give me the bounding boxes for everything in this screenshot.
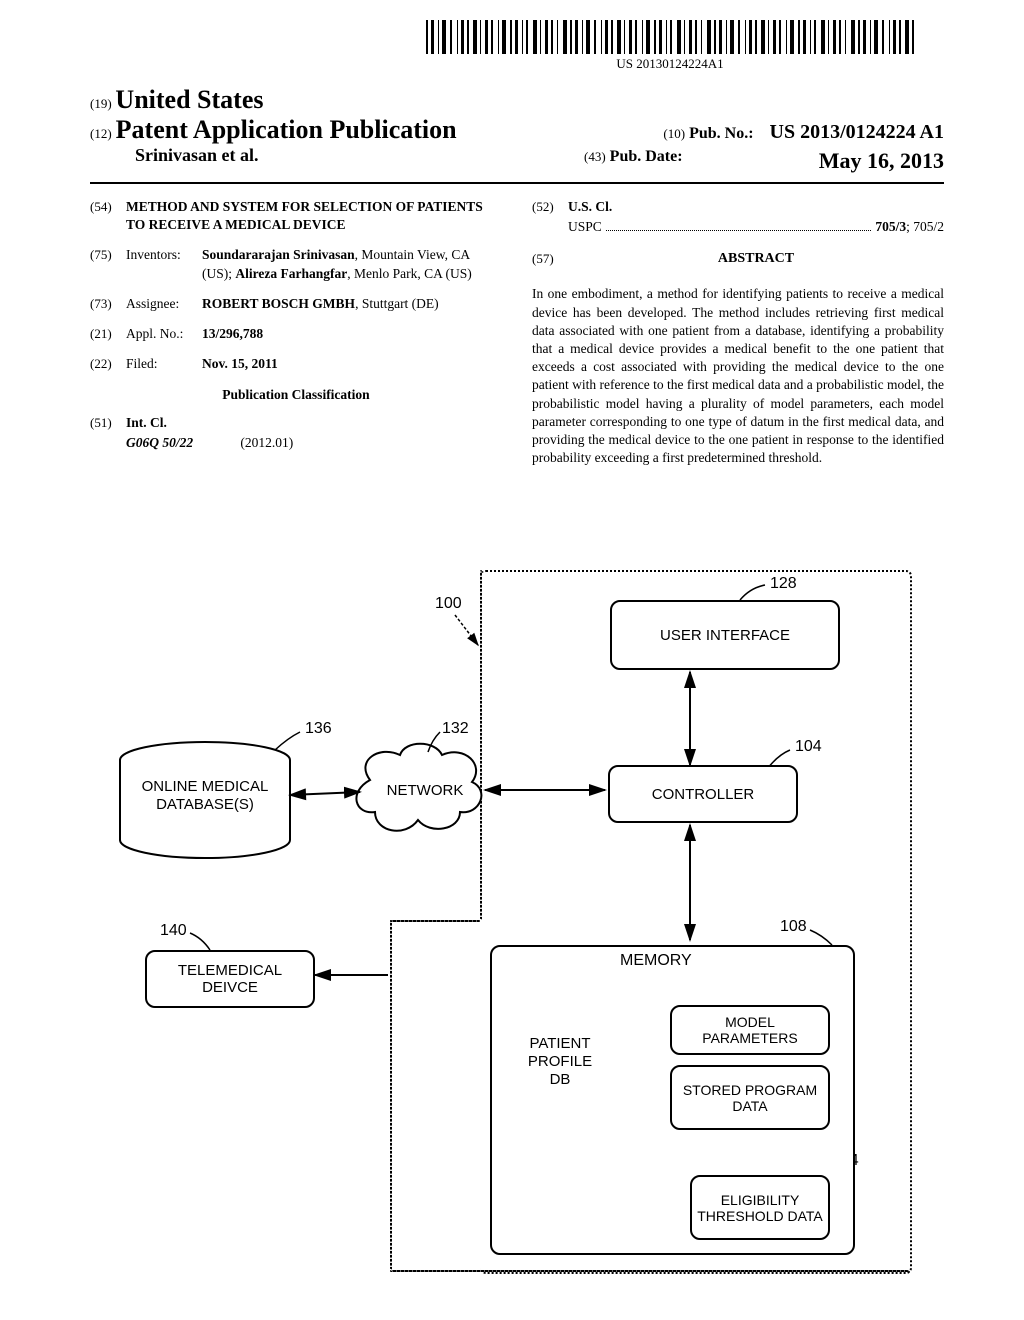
eligibility-label: ELIGIBILITY THRESHOLD DATA xyxy=(696,1192,824,1224)
inventor-2-loc: , Menlo Park, CA (US) xyxy=(347,266,472,281)
divider-line xyxy=(90,182,944,184)
field-num-43: (43) xyxy=(584,149,606,164)
field-num-51: (51) xyxy=(90,414,126,432)
barcode-graphic xyxy=(426,20,914,54)
appl-no-label: Appl. No.: xyxy=(126,325,202,343)
uspc-dots xyxy=(606,230,872,231)
ref-140: 140 xyxy=(160,922,187,940)
field-num-22: (22) xyxy=(90,355,126,373)
stored-prog-label: STORED PROGRAM DATA xyxy=(676,1082,824,1114)
pub-date-label: Pub. Date: xyxy=(610,148,683,165)
online-db-text: ONLINE MEDICAL DATABASE(S) xyxy=(142,778,269,813)
eligibility-box: ELIGIBILITY THRESHOLD DATA xyxy=(690,1175,830,1240)
field-num-10: (10) xyxy=(663,126,685,141)
field-num-19: (19) xyxy=(90,96,112,111)
inventors-label: Inventors: xyxy=(126,246,202,282)
uscl-label: U.S. Cl. xyxy=(568,199,612,214)
pub-class-heading: Publication Classification xyxy=(90,386,502,404)
network-label: NETWORK xyxy=(385,782,465,799)
model-params-label: MODEL PARAMETERS xyxy=(676,1014,824,1046)
telemedical-label: TELEMEDICAL DEIVCE xyxy=(151,962,309,996)
network-text: NETWORK xyxy=(387,782,464,799)
patient-db-label: PATIENT PROFILE DB xyxy=(522,1035,598,1089)
field-num-12: (12) xyxy=(90,126,112,141)
system-boundary-left-down xyxy=(390,920,392,1270)
intcl-date: (2012.01) xyxy=(240,435,293,450)
ref-104: 104 xyxy=(795,738,822,756)
uspc-secondary: ; 705/2 xyxy=(906,219,944,234)
assignee-name: ROBERT BOSCH GMBH xyxy=(202,296,355,311)
field-num-54: (54) xyxy=(90,198,126,234)
pub-no-value: US 2013/0124224 A1 xyxy=(770,121,944,143)
filed-date: Nov. 15, 2011 xyxy=(202,356,278,371)
uspc-codes: 705/3; 705/2 xyxy=(875,218,944,236)
ref-128: 128 xyxy=(770,575,797,593)
field-num-21: (21) xyxy=(90,325,126,343)
field-num-57: (57) xyxy=(532,250,568,277)
intcl-code: G06Q 50/22 xyxy=(126,435,193,450)
ref-136: 136 xyxy=(305,720,332,738)
appl-no-value: 13/296,788 xyxy=(202,326,263,341)
user-interface-label: USER INTERFACE xyxy=(660,627,790,644)
inventor-2-name: Alireza Farhangfar xyxy=(235,266,347,281)
pub-date-value: May 16, 2013 xyxy=(819,148,944,174)
patient-db-text: PATIENT PROFILE DB xyxy=(528,1035,592,1088)
ref-108: 108 xyxy=(780,918,807,936)
system-diagram: 100 USER INTERFACE 128 xyxy=(90,560,940,1280)
system-boundary-bottom xyxy=(390,1270,910,1272)
controller-label: CONTROLLER xyxy=(652,786,755,803)
inventor-1-name: Soundararajan Srinivasan xyxy=(202,247,355,262)
intcl-label: Int. Cl. xyxy=(126,415,167,430)
uspc-primary: 705/3 xyxy=(875,219,906,234)
pub-no-label: Pub. No.: xyxy=(689,125,753,142)
filed-label: Filed: xyxy=(126,355,202,373)
invention-title: METHOD AND SYSTEM FOR SELECTION OF PATIE… xyxy=(126,198,502,234)
memory-text: MEMORY xyxy=(620,952,692,969)
model-params-box: MODEL PARAMETERS xyxy=(670,1005,830,1055)
barcode-block: US 20130124224A1 xyxy=(426,20,914,72)
doc-type: Patent Application Publication xyxy=(116,115,457,144)
patent-header: (19) United States (12) Patent Applicati… xyxy=(90,85,944,174)
inventors-value: Soundararajan Srinivasan, Mountain View,… xyxy=(202,246,502,282)
abstract-text: In one embodiment, a method for identify… xyxy=(532,285,944,467)
country-name: United States xyxy=(115,85,263,114)
left-column: (54) METHOD AND SYSTEM FOR SELECTION OF … xyxy=(90,198,502,468)
online-db-label: ONLINE MEDICAL DATABASE(S) xyxy=(135,778,275,814)
field-num-75: (75) xyxy=(90,246,126,282)
system-boundary-left xyxy=(480,570,482,920)
controller-box: CONTROLLER xyxy=(608,765,798,823)
field-num-73: (73) xyxy=(90,295,126,313)
ref-100: 100 xyxy=(435,595,462,613)
right-column: (52) U.S. Cl. USPC 705/3; 705/2 (57) ABS… xyxy=(532,198,944,468)
ref-132: 132 xyxy=(442,720,469,738)
stored-prog-box: STORED PROGRAM DATA xyxy=(670,1065,830,1130)
uspc-label: USPC xyxy=(568,218,602,236)
assignee-label: Assignee: xyxy=(126,295,202,313)
memory-label: MEMORY xyxy=(620,952,692,970)
authors: Srinivasan et al. xyxy=(135,145,259,166)
user-interface-box: USER INTERFACE xyxy=(610,600,840,670)
telemedical-box: TELEMEDICAL DEIVCE xyxy=(145,950,315,1008)
assignee-loc: , Stuttgart (DE) xyxy=(355,296,439,311)
assignee-value: ROBERT BOSCH GMBH, Stuttgart (DE) xyxy=(202,295,502,313)
abstract-heading: ABSTRACT xyxy=(568,250,944,269)
field-num-52: (52) xyxy=(532,198,568,216)
barcode-text: US 20130124224A1 xyxy=(426,56,914,72)
system-boundary-left-offset xyxy=(390,920,480,922)
